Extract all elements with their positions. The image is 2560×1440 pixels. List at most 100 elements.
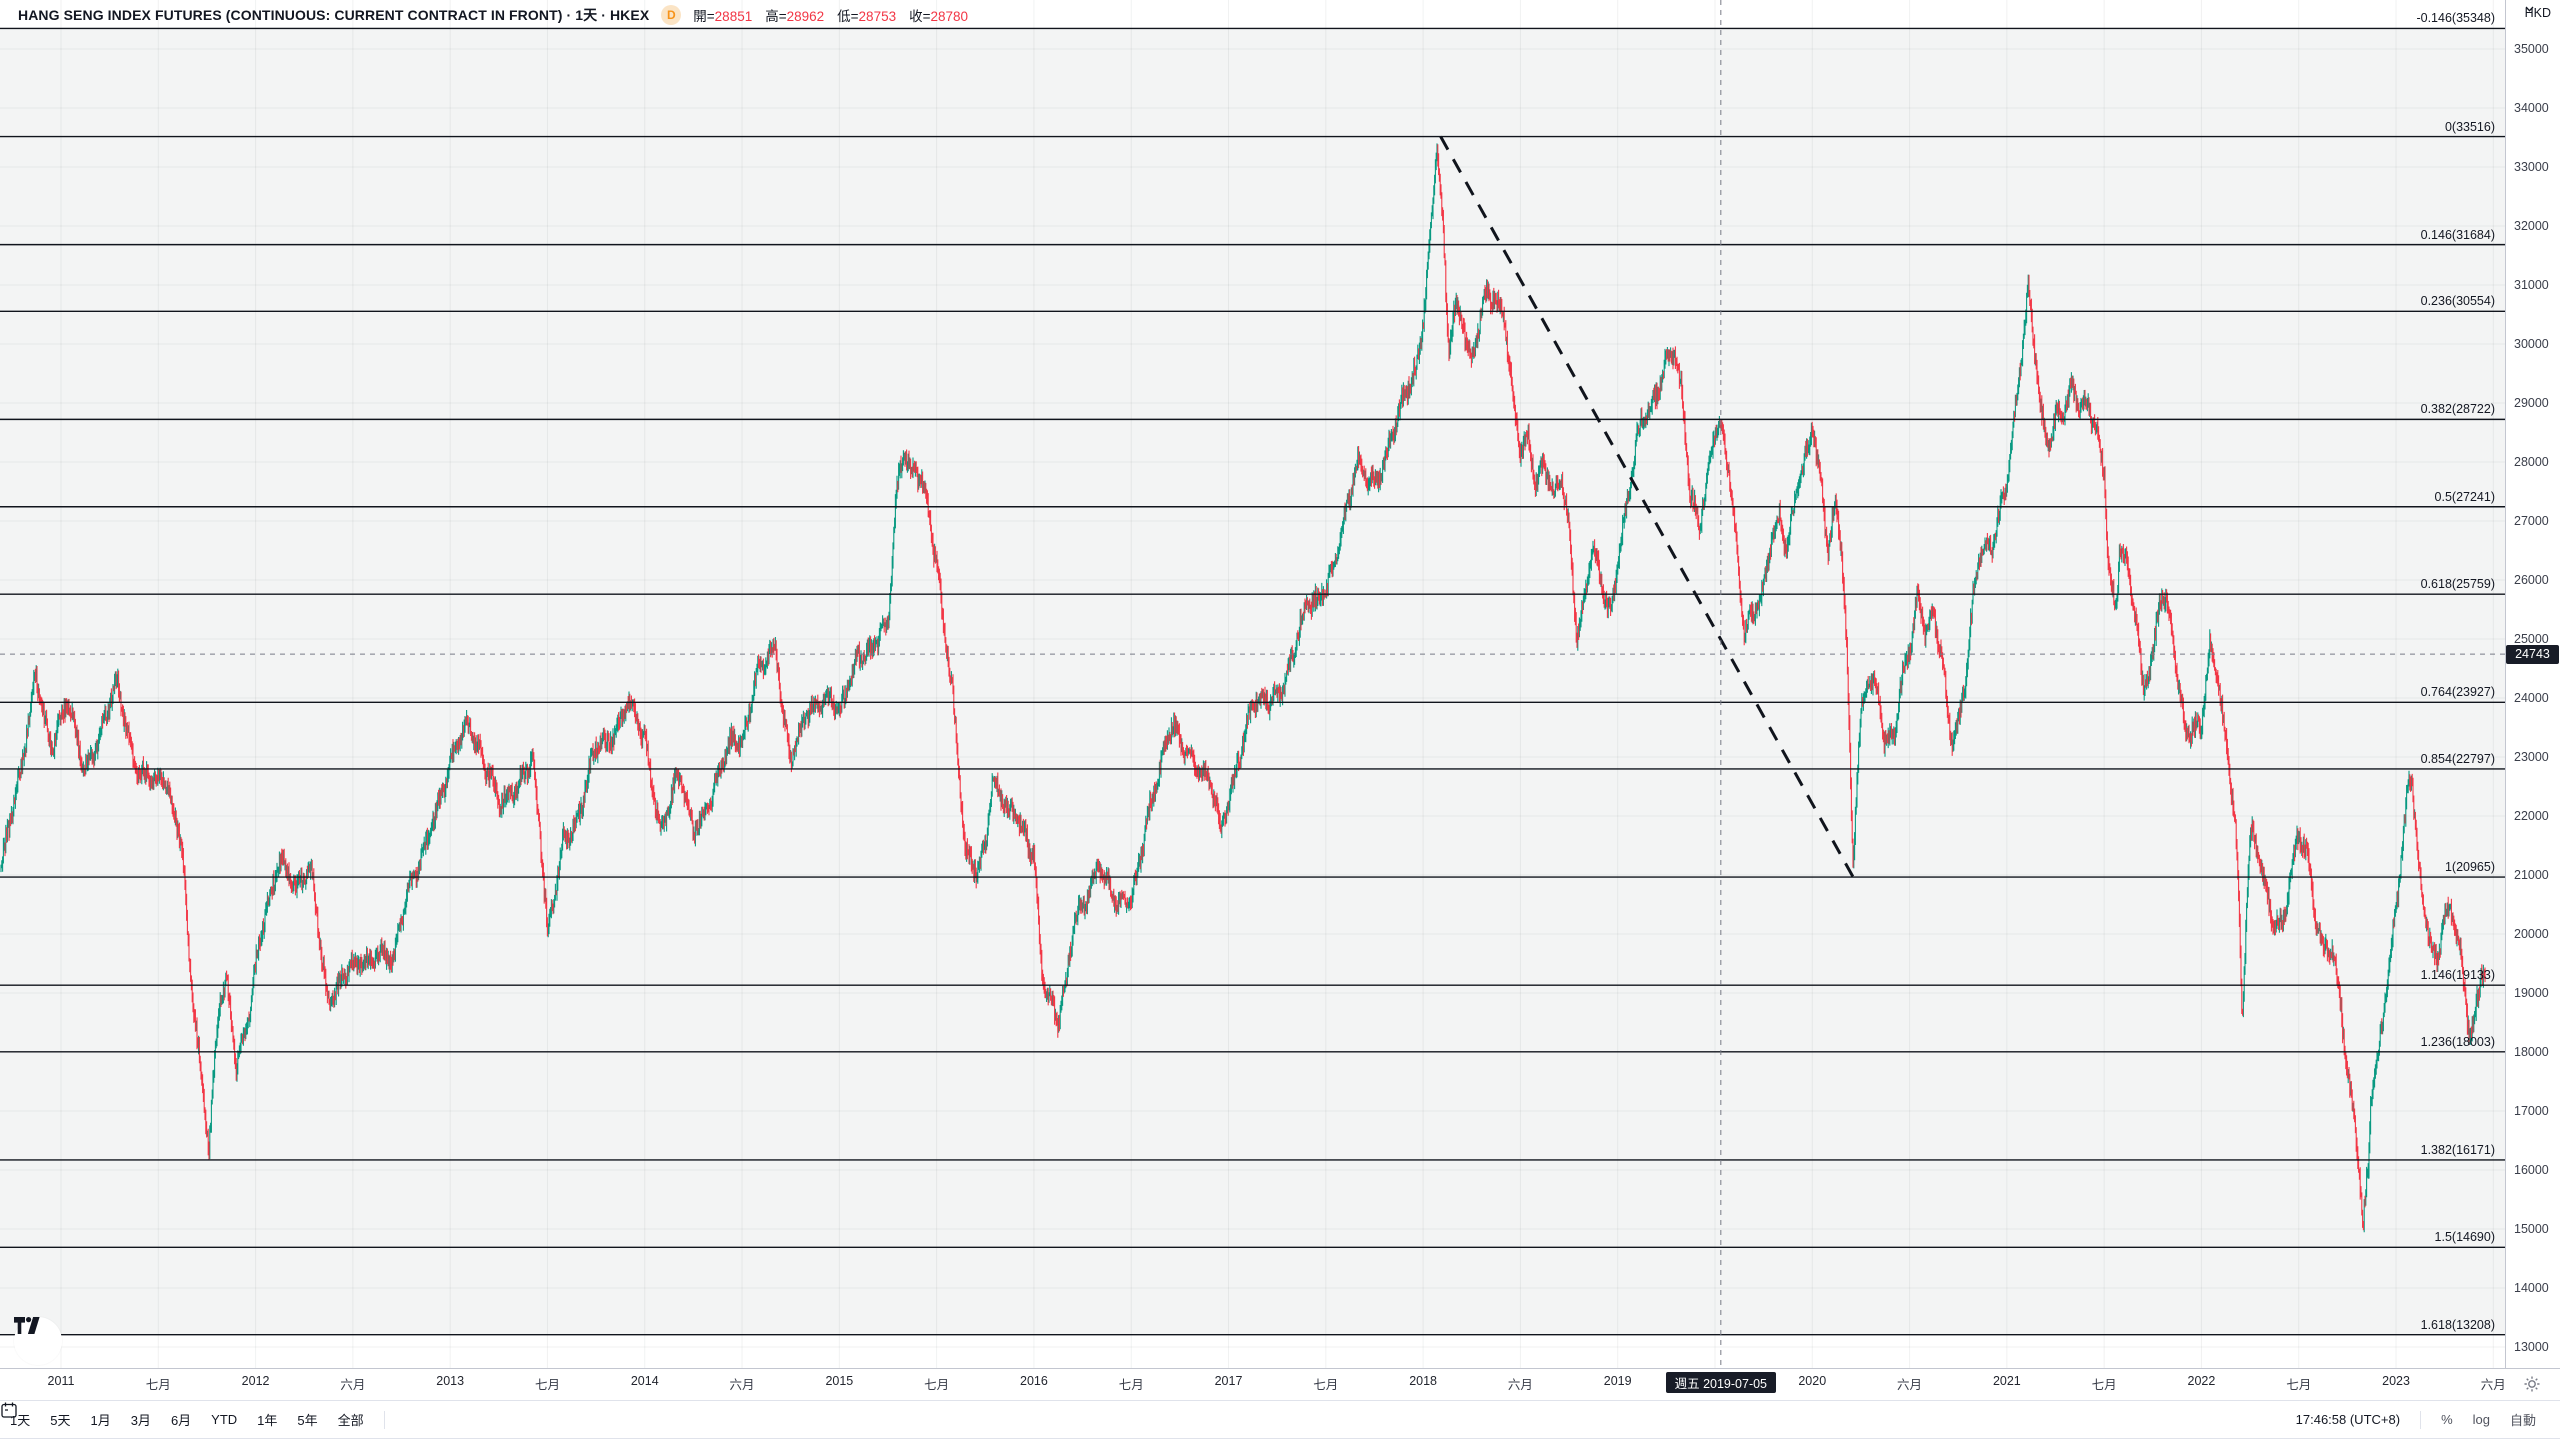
time-year-label: 2017 bbox=[1214, 1374, 1243, 1388]
price-tick-label: 29000 bbox=[2514, 395, 2549, 410]
price-tick-label: 16000 bbox=[2514, 1162, 2549, 1177]
fib-trendline[interactable] bbox=[1439, 135, 1855, 878]
time-year-label: 2019 bbox=[1603, 1374, 1632, 1388]
time-axis[interactable] bbox=[0, 1368, 2560, 1401]
gear-icon[interactable] bbox=[2522, 1374, 2542, 1394]
price-axis[interactable]: HKD bbox=[2505, 0, 2560, 1400]
ohlc-low: 低=28753 bbox=[837, 9, 897, 24]
price-tick-label: 24000 bbox=[2514, 690, 2549, 705]
price-tick-label: 18000 bbox=[2514, 1044, 2549, 1059]
delayed-data-badge[interactable]: D bbox=[661, 5, 682, 25]
fib-level-label: 0.764(23927) bbox=[2420, 685, 2495, 700]
fib-level-label: 0.5(27241) bbox=[2434, 489, 2495, 504]
symbol-title: HANG SENG INDEX FUTURES (CONTINUOUS: CUR… bbox=[18, 7, 650, 23]
time-month-label: 七月 bbox=[1313, 1378, 1339, 1392]
currency-label: HKD bbox=[2524, 6, 2551, 20]
range-3m-button[interactable]: 3月 bbox=[130, 1413, 151, 1428]
price-tick-label: 31000 bbox=[2514, 277, 2549, 292]
price-tick-label: 20000 bbox=[2514, 926, 2549, 941]
fib-level-label: 0.618(25759) bbox=[2420, 577, 2495, 592]
fib-level-label: 0.382(28722) bbox=[2420, 402, 2495, 417]
log-scale-button[interactable]: log bbox=[2472, 1412, 2490, 1427]
fib-level-label: 0.146(31684) bbox=[2420, 227, 2495, 242]
range-all-button[interactable]: 全部 bbox=[337, 1413, 364, 1428]
range-buttons: 1天 5天 1月 3月 6月 YTD 1年 5年 全部 bbox=[0, 1402, 415, 1433]
toolbar-divider-right bbox=[2420, 1410, 2422, 1429]
range-6m-button[interactable]: 6月 bbox=[170, 1413, 192, 1428]
fib-fill-band bbox=[0, 28, 2505, 1335]
chart-plot-area[interactable]: -0.146(35348) 0(33516) 0.146(31684) 0.236(3… bbox=[0, 0, 2505, 1368]
price-tick-label: 30000 bbox=[2514, 336, 2549, 351]
crosshair-layer bbox=[0, 0, 2505, 1368]
time-year-label: 2021 bbox=[1992, 1374, 2021, 1388]
candlestick-series bbox=[0, 143, 2486, 1233]
chevron-down-icon bbox=[2525, 6, 2534, 12]
price-tick-label: 13000 bbox=[2514, 1339, 2549, 1354]
range-5d-button[interactable]: 5天 bbox=[50, 1413, 71, 1428]
fib-level-label: -0.146(35348) bbox=[2416, 11, 2495, 26]
time-year-label: 2023 bbox=[2382, 1374, 2410, 1388]
time-month-label: 六月 bbox=[1897, 1378, 1923, 1392]
price-tick-label: 33000 bbox=[2514, 159, 2549, 174]
fib-drawing-layer[interactable] bbox=[0, 0, 2505, 1368]
symbol-legend[interactable]: HANG SENG INDEX FUTURES (CONTINUOUS: CUR… bbox=[18, 5, 968, 25]
time-month-label: 七月 bbox=[2091, 1378, 2117, 1392]
range-5y-button[interactable]: 5年 bbox=[297, 1413, 318, 1428]
time-year-label: 2014 bbox=[630, 1374, 659, 1388]
time-month-label: 七月 bbox=[145, 1378, 171, 1392]
ohlc-close: 收=28780 bbox=[909, 9, 969, 24]
time-month-label: 六月 bbox=[340, 1378, 366, 1392]
toolbar-divider bbox=[383, 1410, 385, 1429]
price-tick-label: 28000 bbox=[2514, 454, 2549, 469]
price-tick-label: 19000 bbox=[2514, 985, 2549, 1000]
fib-level-label: 1.236(18003) bbox=[2420, 1034, 2495, 1049]
time-year-label: 2013 bbox=[436, 1374, 465, 1388]
time-year-label: 2015 bbox=[825, 1374, 854, 1388]
time-year-label: 2020 bbox=[1798, 1374, 1827, 1388]
go-to-date-calendar-icon[interactable] bbox=[1, 1402, 415, 1430]
time-month-label: 七月 bbox=[534, 1378, 560, 1392]
time-month-label: 七月 bbox=[924, 1378, 950, 1392]
fib-level-label: 1.146(19133) bbox=[2420, 968, 2495, 983]
auto-scale-button[interactable]: 自動 bbox=[2509, 1413, 2536, 1428]
time-month-label: 六月 bbox=[729, 1378, 755, 1392]
scale-controls: 17:46:58 (UTC+8) % log 自動 bbox=[2286, 1406, 2560, 1433]
fib-level-label: 0.854(22797) bbox=[2420, 751, 2495, 766]
price-tick-label: 27000 bbox=[2514, 513, 2549, 528]
crosshair-date-badge: 週五 2019-07-05 bbox=[1665, 1372, 1776, 1393]
price-tick-label: 22000 bbox=[2514, 808, 2549, 823]
percent-scale-button[interactable]: % bbox=[2441, 1412, 2453, 1427]
bottom-toolbar: 1天 5天 1月 3月 6月 YTD 1年 5年 全部 17:46:58 (UT… bbox=[0, 1400, 2560, 1439]
fib-level-label: 1.618(13208) bbox=[2420, 1317, 2495, 1332]
crosshair-price-badge: 24743 bbox=[2506, 644, 2559, 664]
time-month-label: 七月 bbox=[1118, 1378, 1144, 1392]
price-tick-label: 25000 bbox=[2514, 631, 2549, 646]
price-tick-label: 17000 bbox=[2514, 1103, 2549, 1118]
tradingview-logo[interactable] bbox=[14, 1317, 62, 1365]
ohlc-high: 高=28962 bbox=[765, 9, 825, 24]
fib-level-label: 1.5(14690) bbox=[2434, 1230, 2495, 1245]
ohlc-open: 開=28851 bbox=[693, 9, 753, 24]
tradingview-logo-icon bbox=[14, 1317, 40, 1334]
candles-down bbox=[4, 144, 2486, 1231]
currency-selector[interactable]: HKD bbox=[2525, 6, 2551, 20]
time-year-label: 2018 bbox=[1409, 1374, 1437, 1388]
fib-level-label: 1.382(16171) bbox=[2420, 1142, 2495, 1157]
clock-timezone-button[interactable]: 17:46:58 (UTC+8) bbox=[2295, 1412, 2401, 1427]
fib-level-label: 0.236(30554) bbox=[2420, 294, 2495, 309]
time-month-label: 六月 bbox=[1507, 1378, 1533, 1392]
time-month-label: 七月 bbox=[2286, 1378, 2312, 1392]
range-ytd-button[interactable]: YTD bbox=[211, 1412, 238, 1427]
price-tick-label: 32000 bbox=[2514, 218, 2549, 233]
price-tick-label: 34000 bbox=[2514, 100, 2549, 115]
time-year-label: 2012 bbox=[241, 1374, 270, 1388]
price-tick-label: 26000 bbox=[2514, 572, 2549, 587]
price-tick-label: 23000 bbox=[2514, 749, 2549, 764]
time-year-label: 2016 bbox=[1020, 1374, 1048, 1388]
range-1m-button[interactable]: 1月 bbox=[90, 1413, 111, 1428]
range-1y-button[interactable]: 1年 bbox=[257, 1413, 278, 1428]
price-tick-label: 35000 bbox=[2514, 41, 2549, 56]
price-tick-label: 15000 bbox=[2514, 1221, 2549, 1236]
fib-level-label: 0(33516) bbox=[2444, 119, 2495, 134]
